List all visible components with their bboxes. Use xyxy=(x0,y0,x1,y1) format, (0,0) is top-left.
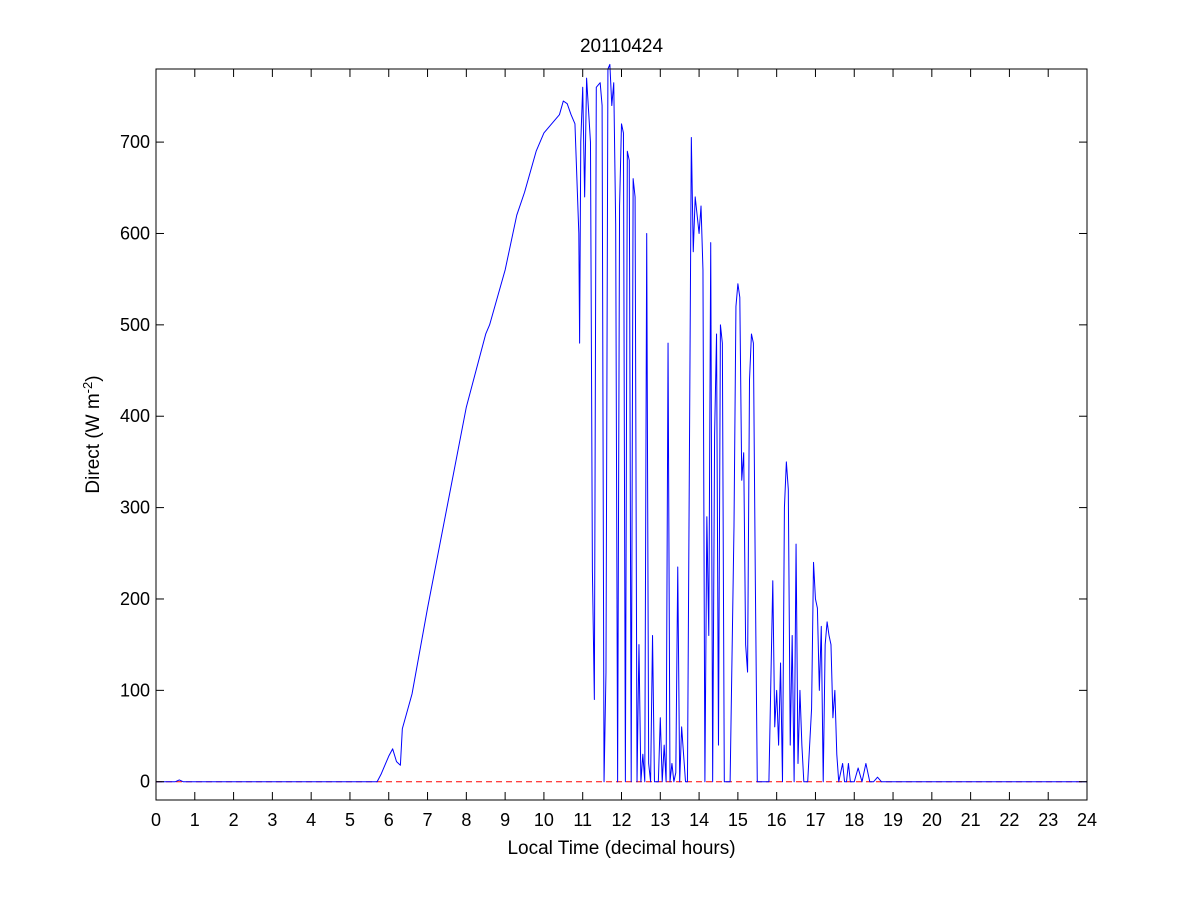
x-axis-ticks: 0 1 2 3 4 5 6 7 8 9 10 11 12 13 14 15 16 17 18 19 20 21 22 23 24 xyxy=(151,69,1097,830)
y-axis-ticks: 0 100 200 300 400 500 600 700 xyxy=(120,132,1087,792)
x-axis-label: Local Time (decimal hours) xyxy=(507,838,735,859)
x-tick-label: 15 xyxy=(728,810,748,830)
x-tick-label: 5 xyxy=(345,810,355,830)
x-tick-label: 13 xyxy=(650,810,670,830)
x-tick-label: 12 xyxy=(611,810,631,830)
x-tick-label: 21 xyxy=(961,810,981,830)
x-tick-label: 0 xyxy=(151,810,161,830)
y-axis-label-suffix: ) xyxy=(83,375,104,381)
chart-title: 20110424 xyxy=(580,36,664,57)
y-axis-label-prefix: Direct (W m xyxy=(83,393,104,493)
x-tick-label: 8 xyxy=(461,810,471,830)
x-tick-label: 9 xyxy=(500,810,510,830)
y-tick-label: 0 xyxy=(140,772,150,792)
x-tick-label: 23 xyxy=(1038,810,1058,830)
y-tick-label: 600 xyxy=(120,223,150,243)
y-tick-label: 400 xyxy=(120,406,150,426)
x-tick-label: 6 xyxy=(384,810,394,830)
x-tick-label: 2 xyxy=(229,810,239,830)
y-tick-label: 100 xyxy=(120,680,150,700)
x-tick-label: 17 xyxy=(805,810,825,830)
y-tick-label: 200 xyxy=(120,589,150,609)
x-tick-label: 24 xyxy=(1077,810,1097,830)
y-tick-label: 500 xyxy=(120,315,150,335)
x-tick-label: 10 xyxy=(534,810,554,830)
x-tick-label: 4 xyxy=(306,810,316,830)
y-tick-label: 700 xyxy=(120,132,150,152)
x-tick-label: 3 xyxy=(267,810,277,830)
x-tick-label: 19 xyxy=(883,810,903,830)
x-tick-label: 22 xyxy=(999,810,1019,830)
y-axis-label-superscript: -2 xyxy=(80,382,95,394)
x-tick-label: 1 xyxy=(190,810,200,830)
x-tick-label: 14 xyxy=(689,810,709,830)
x-tick-label: 16 xyxy=(767,810,787,830)
x-tick-label: 7 xyxy=(423,810,433,830)
y-tick-label: 300 xyxy=(120,498,150,518)
x-tick-label: 18 xyxy=(844,810,864,830)
direct-irradiance-line xyxy=(156,63,1087,783)
x-tick-label: 20 xyxy=(922,810,942,830)
y-axis-label: Direct (W m-2) xyxy=(80,375,104,493)
x-tick-label: 11 xyxy=(573,810,592,830)
series-layer xyxy=(156,63,1087,783)
